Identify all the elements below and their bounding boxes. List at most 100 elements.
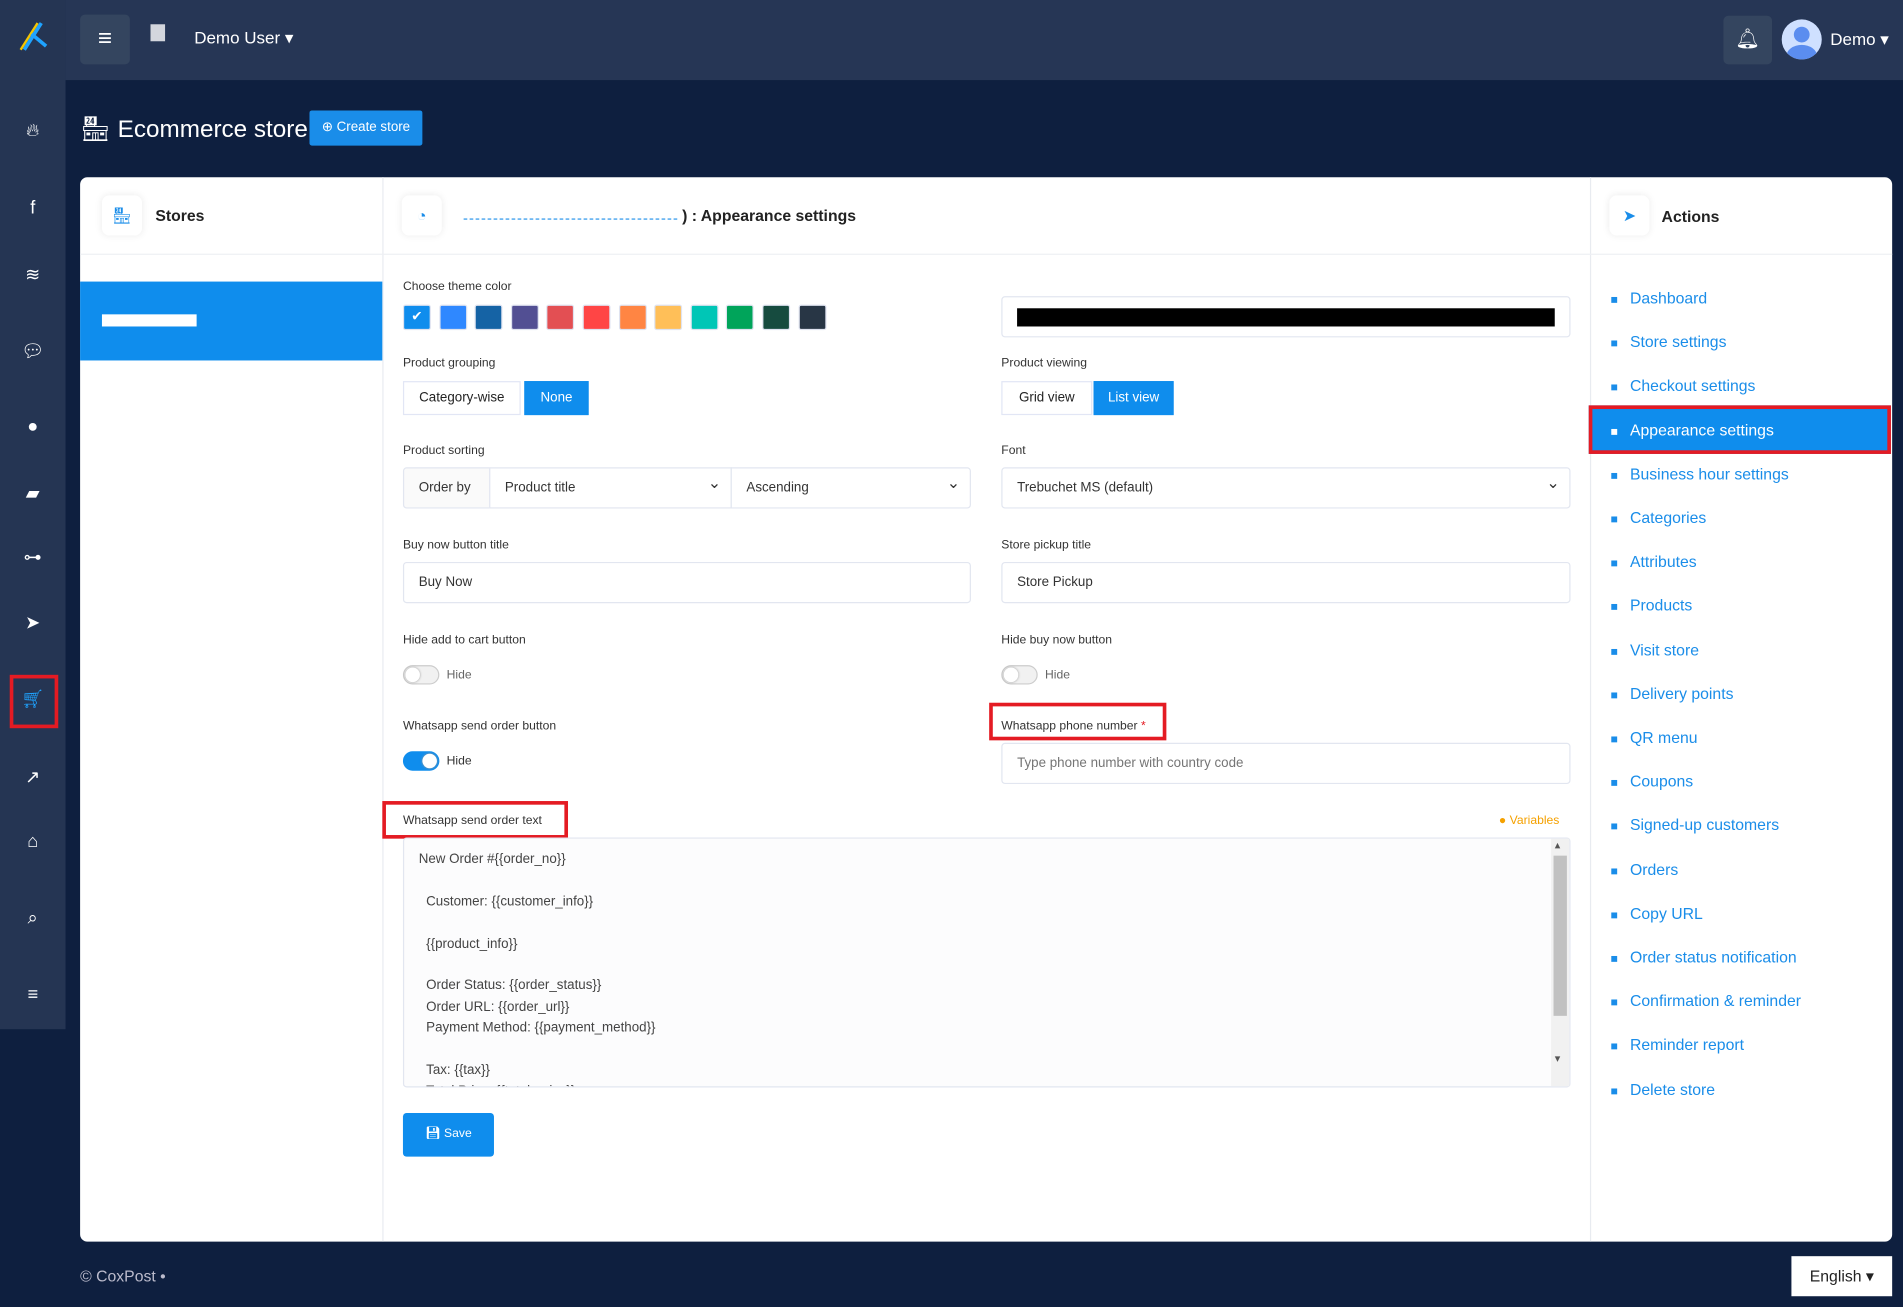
theme-color-swatch[interactable] [762, 304, 791, 331]
divider [80, 253, 1893, 255]
action-delete-store[interactable]: ■ Delete store [1611, 1080, 1715, 1098]
wa-phone-input[interactable] [1001, 742, 1571, 785]
action-orders[interactable]: ■ Orders [1611, 860, 1679, 878]
store-list-item[interactable] [80, 281, 383, 361]
wifi-icon[interactable]: ≋ [25, 264, 41, 286]
hamburger-icon[interactable]: ≡ [80, 14, 130, 65]
action-business-hour-settings[interactable]: ■ Business hour settings [1611, 465, 1789, 483]
grouping-category-wise[interactable]: Category-wise [402, 381, 521, 416]
action-label: Coupons [1629, 772, 1694, 791]
account-dropdown[interactable]: Demo ▾ [1830, 29, 1889, 49]
action-qr-menu[interactable]: ■ QR menu [1611, 728, 1698, 746]
action-label: Store settings [1629, 332, 1727, 351]
action-dashboard[interactable]: ■ Dashboard [1611, 289, 1708, 307]
cart-icon: ■ [1610, 864, 1618, 879]
action-attributes[interactable]: ■ Attributes [1611, 552, 1697, 570]
scroll-thumb[interactable] [1553, 855, 1567, 1016]
action-categories[interactable]: ■ Categories [1611, 509, 1707, 527]
sort-field-select[interactable]: Product title [489, 464, 732, 509]
theme-color-swatch[interactable]: ✔ [402, 304, 431, 331]
scroll-down-icon[interactable]: ▾ [1554, 1052, 1561, 1065]
theme-color-swatch[interactable] [618, 304, 647, 331]
action-order-status-notification[interactable]: ■ Order status notification [1611, 948, 1797, 966]
coupon-icon: ■ [1610, 776, 1618, 791]
share-icon[interactable]: ↗ [25, 767, 41, 788]
buy-now-input[interactable]: Buy Now [402, 561, 971, 604]
action-copy-url[interactable]: ■ Copy URL [1611, 904, 1703, 922]
sitemap-icon[interactable]: ⊶ [23, 547, 42, 569]
highlight-box [989, 702, 1167, 741]
sort-direction-select[interactable]: Ascending [730, 464, 971, 509]
font-label: Font [1001, 444, 1026, 458]
avatar[interactable] [1781, 19, 1822, 60]
theme-color-swatch[interactable] [474, 304, 503, 331]
action-label: Delete store [1629, 1079, 1716, 1098]
action-coupons[interactable]: ■ Coupons [1611, 772, 1694, 790]
comments-icon[interactable]: 💬︎ [21, 341, 45, 362]
action-confirmation-reminder[interactable]: ■ Confirmation & reminder [1611, 992, 1801, 1010]
theme-color-swatch[interactable] [546, 304, 575, 331]
theme-color-swatch[interactable] [438, 304, 467, 331]
stores-title: Stores [155, 206, 205, 225]
store-link-redacted[interactable] [463, 218, 678, 220]
wa-button-toggle[interactable] [402, 751, 440, 771]
create-store-button[interactable]: ⊕ Create store [309, 110, 423, 146]
theme-color-swatch[interactable] [690, 304, 719, 331]
highlight-box [9, 674, 59, 729]
hide-cart-toggle-label: Hide [446, 668, 472, 683]
paper-plane-icon[interactable]: ➤ [25, 612, 41, 634]
action-signed-up-customers[interactable]: ■ Signed-up customers [1611, 816, 1780, 834]
action-label: Attributes [1629, 552, 1697, 571]
textarea-scrollbar[interactable]: ▴ ▾ [1551, 838, 1570, 1087]
dashboard-icon: ■ [1610, 293, 1618, 308]
theme-color-swatch[interactable] [654, 304, 683, 331]
product-viewing-label: Product viewing [1001, 356, 1087, 371]
store-icon: 🏪︎ [80, 116, 111, 144]
actions-panel: ➤ Actions ■ Dashboard ■ Store settings ■ Chec… [1588, 177, 1892, 1241]
hide-buy-toggle-label: Hide [1044, 668, 1070, 683]
view-list[interactable]: List view [1093, 381, 1174, 416]
facebook-icon[interactable]: f [30, 197, 36, 219]
scroll-up-icon[interactable]: ▴ [1554, 838, 1561, 851]
appearance-settings-panel: ◔ ) : Appearance settings Choose theme c… [382, 177, 1590, 1241]
page-title: 🏪︎ Ecommerce store [80, 114, 308, 144]
user-dropdown[interactable]: Demo User ▾ [194, 27, 294, 48]
fire-icon[interactable]: 🔥︎ [26, 120, 40, 141]
action-appearance-settings[interactable]: ■ Appearance settings [1611, 421, 1774, 439]
boxes-icon: ■ [1610, 601, 1618, 615]
bell-icon: ■ [1610, 952, 1618, 967]
color-preview[interactable] [1001, 296, 1571, 338]
store-icon[interactable]: ⌂ [27, 831, 39, 853]
database-icon[interactable]: ≡ [27, 984, 39, 1005]
app-logo[interactable] [17, 19, 49, 51]
action-products[interactable]: ■ Products [1611, 596, 1693, 614]
store-pickup-input[interactable]: Store Pickup [1001, 561, 1571, 604]
floppy-icon: 💾︎ [425, 1127, 441, 1141]
save-button[interactable]: 💾︎ Save [402, 1112, 494, 1157]
user-circle-icon[interactable]: ● [27, 416, 39, 437]
search-icon[interactable]: ⌕ [27, 907, 38, 929]
action-reminder-report[interactable]: ■ Reminder report [1611, 1036, 1744, 1054]
copy-icon: ■ [1610, 908, 1618, 923]
variables-link[interactable]: ● Variables [1499, 814, 1559, 827]
grouping-none[interactable]: None [524, 381, 589, 416]
divider [1589, 177, 1592, 1242]
wa-text-textarea[interactable] [402, 837, 1571, 1088]
view-grid[interactable]: Grid view [1001, 381, 1093, 416]
language-select[interactable]: English ▾ [1791, 1256, 1893, 1297]
product-grouping-label: Product grouping [402, 356, 496, 371]
theme-color-swatch[interactable] [510, 304, 539, 331]
hide-cart-toggle[interactable] [402, 665, 440, 685]
hide-buy-toggle[interactable] [1001, 665, 1038, 685]
action-checkout-settings[interactable]: ■ Checkout settings [1611, 377, 1756, 395]
theme-color-swatch[interactable] [582, 304, 611, 331]
action-visit-store[interactable]: ■ Visit store [1611, 640, 1699, 658]
action-delivery-points[interactable]: ■ Delivery points [1611, 684, 1734, 702]
cart-icon[interactable]: 🛒︎ [0, 674, 66, 729]
theme-color-swatch[interactable] [798, 304, 826, 331]
action-store-settings[interactable]: ■ Store settings [1611, 333, 1727, 351]
message-icon[interactable]: ▰ [25, 483, 40, 504]
bell-icon[interactable]: 🔔︎ [1723, 15, 1773, 65]
font-select[interactable]: Trebuchet MS (default) [1001, 464, 1571, 509]
theme-color-swatch[interactable] [726, 304, 755, 331]
